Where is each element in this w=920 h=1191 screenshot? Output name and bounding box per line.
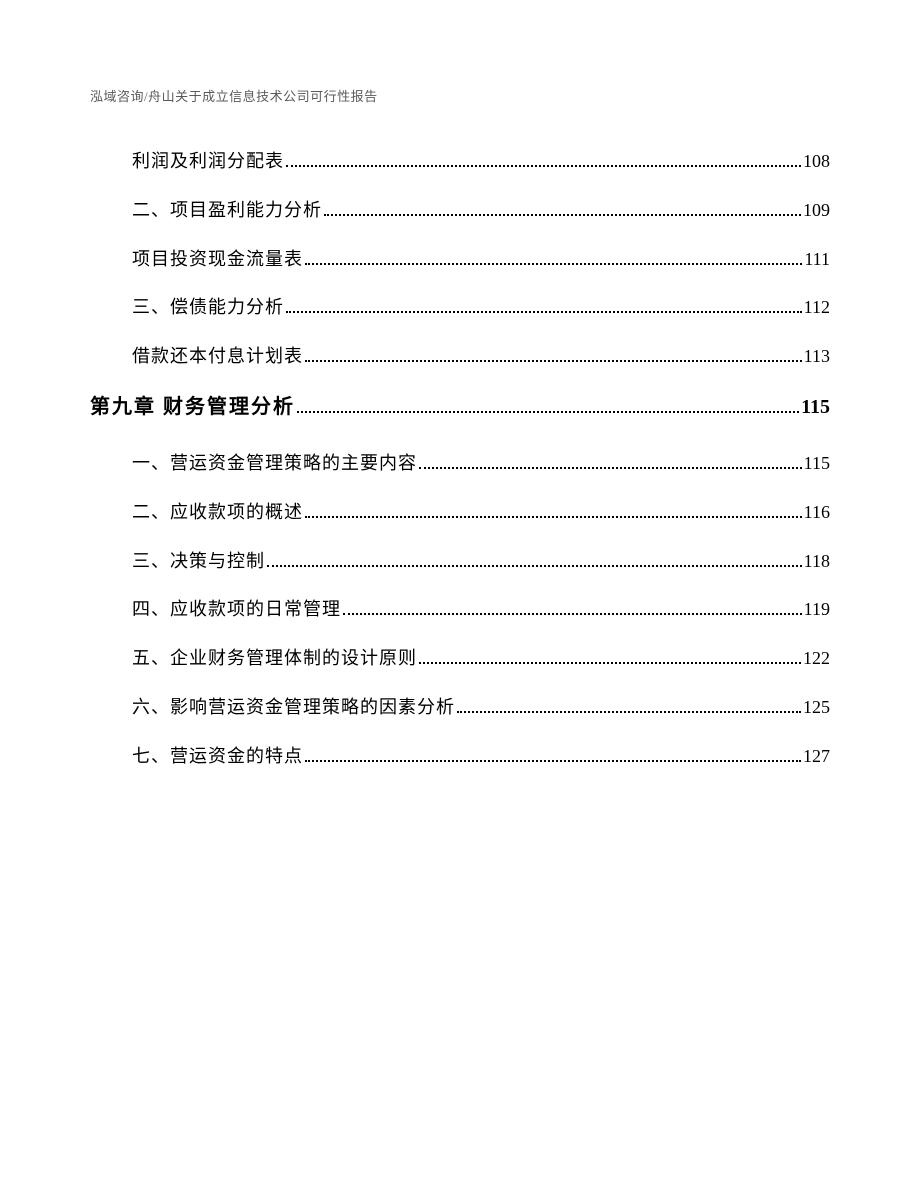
toc-leader xyxy=(286,311,802,313)
toc-label: 第九章 财务管理分析 xyxy=(90,391,295,423)
toc-leader xyxy=(343,613,802,615)
toc-page-number: 112 xyxy=(804,293,830,322)
toc-label: 五、企业财务管理体制的设计原则 xyxy=(132,644,417,673)
toc-label: 借款还本付息计划表 xyxy=(132,342,303,371)
toc-page-number: 115 xyxy=(804,449,830,478)
toc-leader xyxy=(419,662,801,664)
toc-leader xyxy=(419,467,802,469)
toc-page-number: 111 xyxy=(804,245,830,274)
toc-leader xyxy=(305,263,802,265)
toc-entry: 四、应收款项的日常管理 119 xyxy=(90,595,830,624)
toc-label: 二、项目盈利能力分析 xyxy=(132,196,322,225)
toc-entry: 利润及利润分配表 108 xyxy=(90,147,830,176)
toc-entry: 二、应收款项的概述 116 xyxy=(90,498,830,527)
toc-label: 三、偿债能力分析 xyxy=(132,293,284,322)
toc-label: 项目投资现金流量表 xyxy=(132,245,303,274)
toc-leader xyxy=(305,360,802,362)
toc-page-number: 125 xyxy=(803,693,830,722)
toc-entry: 六、影响营运资金管理策略的因素分析 125 xyxy=(90,693,830,722)
toc-label: 二、应收款项的概述 xyxy=(132,498,303,527)
toc-page-number: 118 xyxy=(804,547,830,576)
toc-leader xyxy=(324,214,801,216)
toc-entry: 七、营运资金的特点 127 xyxy=(90,742,830,771)
toc-entry: 借款还本付息计划表 113 xyxy=(90,342,830,371)
toc-entry: 第九章 财务管理分析 115 xyxy=(90,391,830,423)
table-of-contents: 利润及利润分配表 108 二、项目盈利能力分析 109 项目投资现金流量表 111 三、偿债… xyxy=(90,147,830,771)
toc-page-number: 119 xyxy=(804,595,830,624)
toc-label: 七、营运资金的特点 xyxy=(132,742,303,771)
toc-leader xyxy=(297,411,799,413)
toc-label: 六、影响营运资金管理策略的因素分析 xyxy=(132,693,455,722)
toc-leader xyxy=(457,711,801,713)
toc-page-number: 113 xyxy=(804,342,830,371)
toc-leader xyxy=(286,165,801,167)
toc-page-number: 109 xyxy=(803,196,830,225)
toc-label: 一、营运资金管理策略的主要内容 xyxy=(132,449,417,478)
toc-page-number: 116 xyxy=(804,498,830,527)
toc-page-number: 115 xyxy=(801,391,830,423)
toc-label: 利润及利润分配表 xyxy=(132,147,284,176)
toc-page-number: 127 xyxy=(803,742,830,771)
toc-entry: 三、偿债能力分析 112 xyxy=(90,293,830,322)
document-page: 泓域咨询/舟山关于成立信息技术公司可行性报告 利润及利润分配表 108 二、项目盈利… xyxy=(0,0,920,771)
toc-leader xyxy=(305,760,801,762)
toc-label: 三、决策与控制 xyxy=(132,547,265,576)
toc-entry: 一、营运资金管理策略的主要内容 115 xyxy=(90,449,830,478)
toc-entry: 五、企业财务管理体制的设计原则 122 xyxy=(90,644,830,673)
toc-page-number: 108 xyxy=(803,147,830,176)
toc-page-number: 122 xyxy=(803,644,830,673)
toc-entry: 三、决策与控制 118 xyxy=(90,547,830,576)
toc-leader xyxy=(305,516,802,518)
toc-entry: 二、项目盈利能力分析 109 xyxy=(90,196,830,225)
toc-entry: 项目投资现金流量表 111 xyxy=(90,245,830,274)
page-header: 泓域咨询/舟山关于成立信息技术公司可行性报告 xyxy=(90,86,830,105)
toc-leader xyxy=(267,565,802,567)
toc-label: 四、应收款项的日常管理 xyxy=(132,595,341,624)
